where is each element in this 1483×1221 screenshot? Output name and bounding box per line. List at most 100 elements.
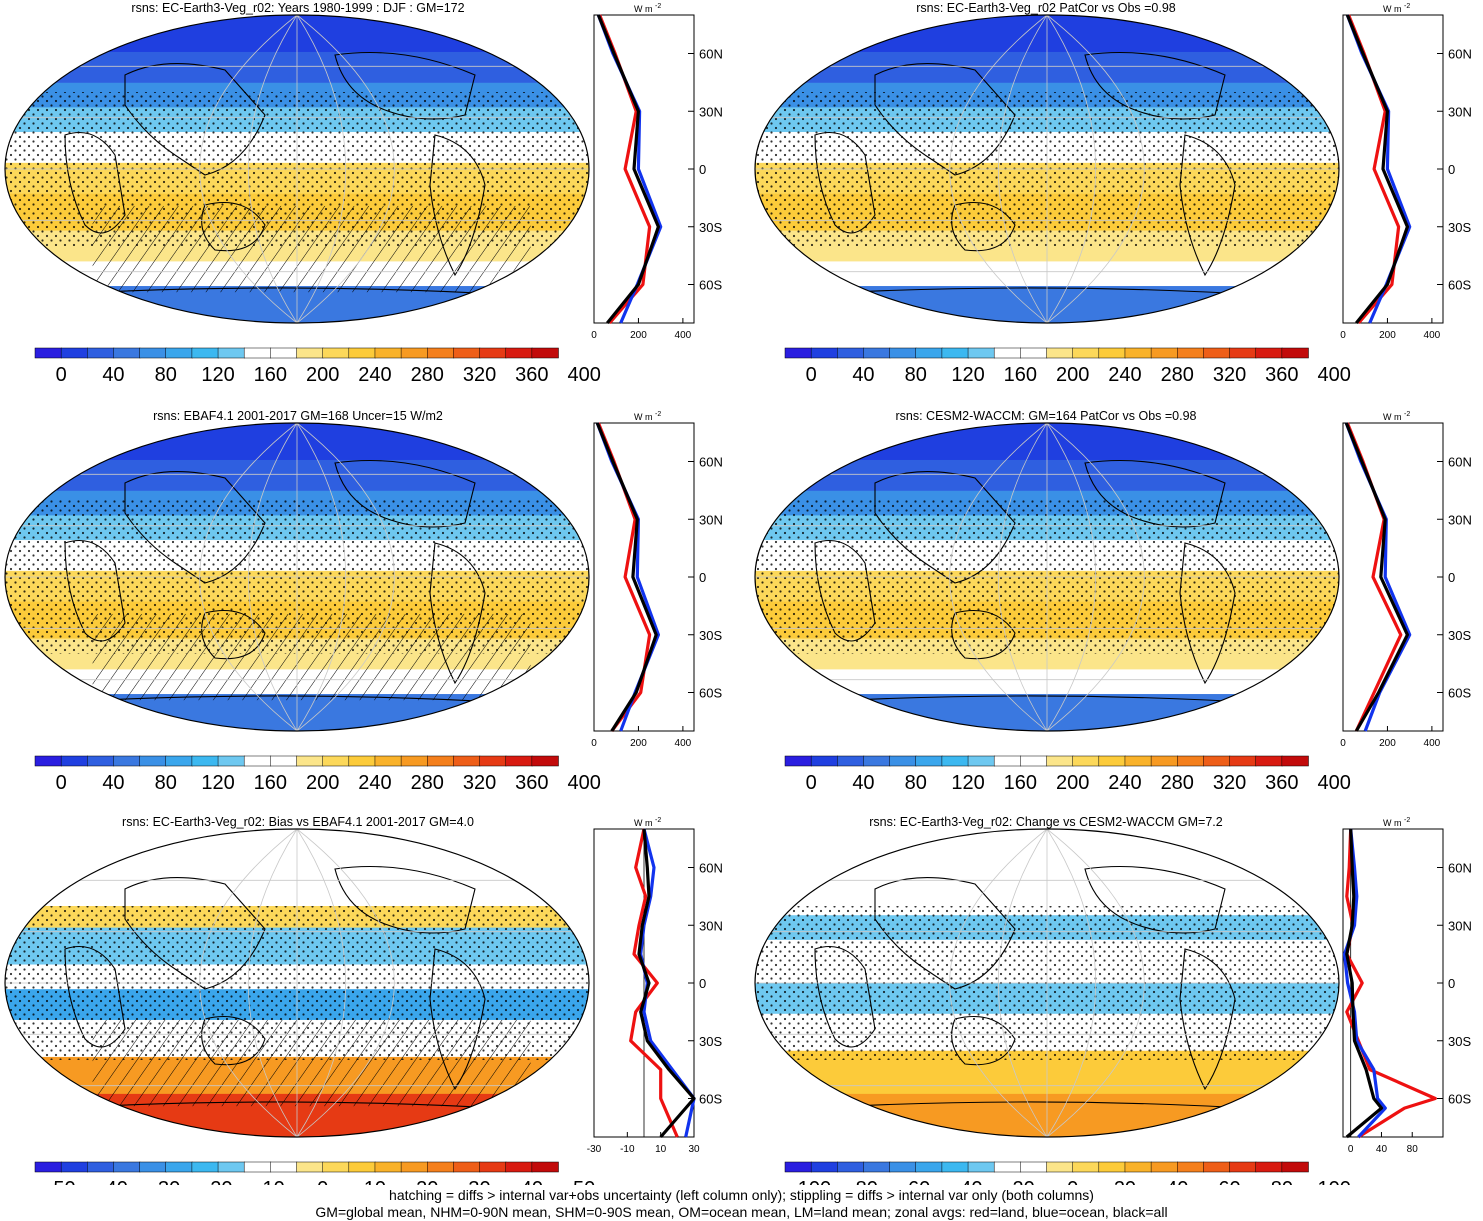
- zonal-frame: [1342, 828, 1444, 1138]
- colorbar-segment: [1229, 755, 1257, 767]
- zonal-unit-exp: -2: [655, 817, 661, 824]
- map-field: [5, 423, 589, 731]
- colorbar-tick-label: 400: [1317, 364, 1350, 386]
- zonal-frame: [1342, 422, 1444, 732]
- zonal-ytick-label: 30S: [1448, 220, 1471, 235]
- colorbar-segment: [113, 1161, 141, 1173]
- colorbar-segment: [348, 755, 376, 767]
- graticule-lon: [296, 423, 395, 731]
- panel-title: rsns: EC-Earth3-Veg_r02: Bias vs EBAF4.1…: [122, 815, 474, 829]
- zonal-ytick-label: 0: [699, 976, 706, 991]
- colorbar-segment: [863, 755, 891, 767]
- colorbar-segment: [1098, 1161, 1126, 1173]
- colorbar-tick-label: 30: [468, 1178, 490, 1185]
- zonal-ytick-label: 30N: [699, 512, 723, 527]
- zonal-line-all: [1344, 422, 1410, 732]
- graticule-lon: [296, 829, 346, 1137]
- colorbar-segment: [322, 755, 350, 767]
- colorbar-tick-label: 80: [905, 772, 927, 794]
- zonal-xtick-label: 400: [1424, 738, 1441, 749]
- colorbar-tick-label: -80: [849, 1178, 878, 1185]
- graticule-lon: [998, 15, 1048, 323]
- colorbar-tick-label: 280: [411, 772, 444, 794]
- zonal-ytick-label: 30N: [1448, 512, 1472, 527]
- graticule-lon: [1046, 15, 1145, 323]
- graticule-lon: [296, 15, 395, 323]
- hatching: [92, 1019, 531, 1107]
- figure-panels: rsns: EC-Earth3-Veg_r02: Years 1980-1999…: [4, 1, 1472, 1185]
- colorbar-segment: [993, 1161, 1022, 1173]
- colorbar-segment: [1020, 755, 1048, 767]
- zonal-line-all: [596, 14, 661, 325]
- colorbar-segment: [479, 347, 507, 359]
- graticule-lon: [296, 15, 346, 323]
- colorbar-tick-label: 160: [254, 772, 287, 794]
- colorbar-segment: [810, 1161, 839, 1173]
- colorbar-tick-label: 80: [905, 364, 927, 386]
- colorbar-segment: [60, 347, 89, 359]
- panel-title: rsns: EC-Earth3-Veg_r02: Years 1980-1999…: [131, 1, 464, 15]
- zonal-ytick-label: 30N: [699, 104, 723, 119]
- colorbar-segment: [863, 347, 891, 359]
- panel-title: rsns: EC-Earth3-Veg_r02 PatCor vs Obs =0…: [916, 1, 1176, 15]
- zonal-xtick-label: 400: [675, 330, 692, 341]
- zonal-line-all: [1345, 828, 1384, 1139]
- graticule-lon: [1046, 829, 1145, 1137]
- zonal-line-all: [1345, 14, 1410, 325]
- colorbar-segment: [915, 1161, 943, 1173]
- zonal-xtick-label: -10: [620, 1144, 635, 1155]
- colorbar-segment: [479, 755, 507, 767]
- graticule-lon: [1046, 423, 1145, 731]
- zonal-ytick-label: 30S: [1448, 1034, 1471, 1049]
- colorbar-segment: [1229, 347, 1257, 359]
- colorbar-segment: [400, 347, 429, 359]
- colorbar-segment: [322, 347, 350, 359]
- colorbar-segment: [1072, 347, 1100, 359]
- zonal-xtick-label: 400: [675, 738, 692, 749]
- zonal-xtick-label: 0: [1340, 330, 1346, 341]
- colorbar-tick-label: 240: [358, 772, 391, 794]
- zonal-xtick-label: 10: [655, 1144, 667, 1155]
- colorbar-segment: [191, 347, 219, 359]
- colorbar-tick-label: 40: [521, 1178, 543, 1185]
- colorbar-segment: [889, 755, 917, 767]
- colorbar-segment: [60, 1161, 89, 1173]
- colorbar-segment: [374, 347, 402, 359]
- graticule-lon: [949, 15, 1048, 323]
- zonal-ytick-label: 60S: [699, 1092, 722, 1107]
- colorbar-tick-label: 40: [102, 772, 124, 794]
- colorbar-segment: [139, 755, 167, 767]
- zonal-frame: [593, 422, 695, 732]
- colorbar-segment: [427, 755, 455, 767]
- zonal-xtick-label: 200: [630, 738, 647, 749]
- colorbar-tick-label: 0: [56, 364, 67, 386]
- colorbar-tick-label: 0: [1067, 1178, 1078, 1185]
- colorbar-tick-label: -40: [99, 1178, 128, 1185]
- colorbar-segment: [1177, 1161, 1205, 1173]
- colorbar-tick-label: 40: [102, 364, 124, 386]
- zonal-xtick-label: 400: [1424, 330, 1441, 341]
- zonal-line-ocean: [639, 828, 696, 1138]
- zonal-ytick-label: 0: [1448, 162, 1455, 177]
- map-border: [754, 14, 1340, 324]
- colorbar-tick-label: 120: [951, 772, 984, 794]
- colorbar-segment: [1255, 1161, 1283, 1173]
- zonal-unit: W m: [634, 818, 653, 828]
- colorbar-tick-label: 400: [1317, 772, 1350, 794]
- colorbar-segment: [296, 1161, 324, 1173]
- map-field: [5, 15, 589, 323]
- colorbar-segment: [270, 347, 298, 359]
- colorbar-segment: [34, 347, 62, 359]
- colorbar-tick-label: 240: [1108, 364, 1141, 386]
- colorbar-tick-label: 80: [1271, 1178, 1293, 1185]
- colorbar-segment: [1150, 1161, 1178, 1173]
- zonal-unit: W m: [634, 412, 653, 422]
- colorbar-segment: [1281, 755, 1309, 767]
- hatching: [92, 205, 531, 293]
- colorbar-tick-label: 120: [201, 364, 234, 386]
- colorbar-tick-label: 50: [573, 1178, 595, 1185]
- colorbar-tick-label: 160: [254, 364, 287, 386]
- graticule-lon: [949, 423, 1048, 731]
- colorbar-tick-label: 100: [1317, 1178, 1350, 1185]
- colorbar-segment: [1150, 347, 1178, 359]
